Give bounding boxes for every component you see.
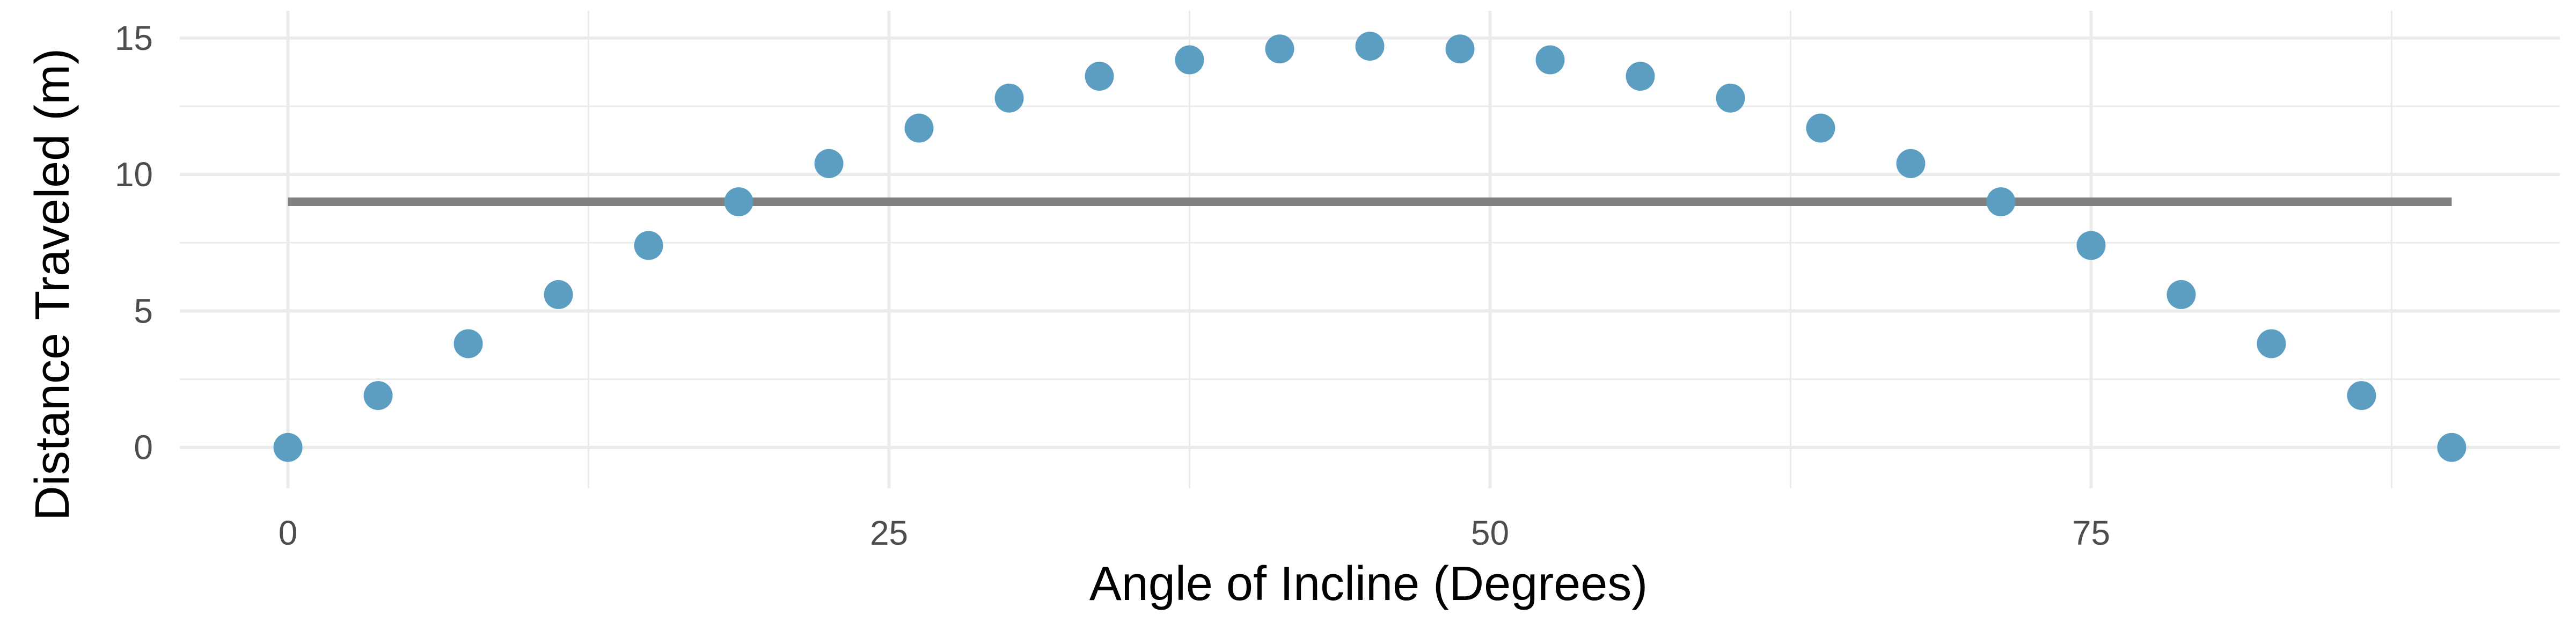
data-point: [904, 113, 934, 143]
data-point: [724, 187, 753, 216]
minor-gridlines: [180, 11, 2560, 488]
data-point: [2437, 433, 2467, 462]
data-point: [1445, 34, 1475, 64]
data-point: [814, 149, 844, 178]
x-tick-label: 75: [2072, 514, 2110, 552]
data-point: [2347, 381, 2376, 411]
data-point: [1716, 83, 1745, 113]
data-point: [1806, 113, 1835, 143]
data-point: [273, 433, 303, 462]
data-point: [2076, 231, 2106, 260]
x-tick-label: 25: [870, 514, 908, 552]
y-axis-title: Distance Traveled (m): [26, 48, 79, 521]
data-point: [544, 280, 573, 309]
y-tick-label: 10: [115, 155, 153, 194]
data-point: [1355, 32, 1385, 61]
data-point: [453, 329, 483, 358]
x-axis-title: Angle of Incline (Degrees): [1089, 557, 1648, 611]
data-points: [273, 32, 2467, 462]
major-gridlines: [180, 11, 2560, 488]
x-tick-label: 50: [1471, 514, 1509, 552]
data-point: [1626, 62, 1655, 91]
data-point: [2167, 280, 2196, 309]
data-point: [2257, 329, 2286, 358]
data-point: [1265, 34, 1294, 64]
data-point: [994, 83, 1024, 113]
data-point: [1986, 187, 2016, 216]
x-axis-tick-labels: 0 25 50 75: [279, 514, 2110, 552]
data-point: [363, 381, 393, 411]
data-point: [1535, 45, 1565, 75]
y-tick-label: 0: [134, 428, 153, 467]
x-tick-label: 0: [279, 514, 298, 552]
data-point: [634, 231, 663, 260]
data-point: [1175, 45, 1204, 75]
y-tick-label: 5: [134, 291, 153, 330]
data-point: [1085, 62, 1114, 91]
data-point: [1896, 149, 1926, 178]
y-axis-tick-labels: 0 5 10 15: [115, 19, 153, 467]
y-tick-label: 15: [115, 19, 153, 57]
